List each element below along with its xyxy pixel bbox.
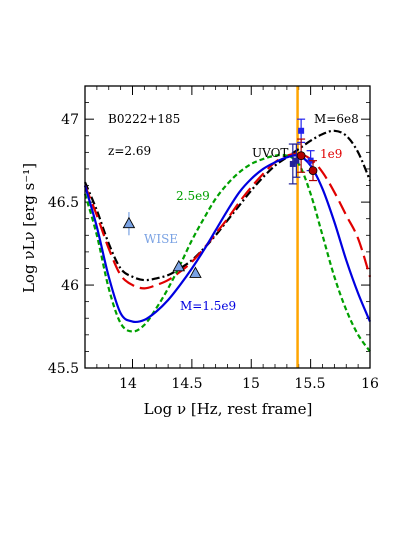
plot-frame bbox=[84, 85, 371, 369]
x-tick-label: 14 bbox=[119, 376, 137, 392]
x-axis-label: Log ν [Hz, rest frame] bbox=[144, 400, 313, 418]
x-tick-labels: 14 14.5 15 15.5 16 bbox=[119, 376, 379, 392]
uvot-point-circle bbox=[296, 151, 306, 161]
source-name-label: B0222+185 bbox=[108, 112, 180, 126]
x-tick-label: 16 bbox=[361, 376, 379, 392]
uvot-point-circle bbox=[308, 166, 318, 176]
uvot-label: UVOT bbox=[252, 146, 288, 160]
x-tick-label: 15.5 bbox=[294, 376, 325, 392]
x-tick-label: 15 bbox=[242, 376, 260, 392]
blue-curve-label: M=1.5e9 bbox=[180, 299, 236, 313]
model-curve-1e9 bbox=[83, 152, 372, 290]
black-curve-label: M=6e8 bbox=[314, 112, 359, 126]
uvot-point-square bbox=[289, 160, 296, 167]
model-curve-25e9 bbox=[83, 153, 371, 353]
y-tick-label: 47 bbox=[61, 112, 79, 128]
y-tick-label: 45.5 bbox=[48, 361, 79, 377]
wise-point bbox=[122, 216, 136, 229]
model-curve-m15e9 bbox=[83, 154, 372, 324]
wise-label: WISE bbox=[144, 232, 178, 246]
y-axis-label: Log νLν [erg s⁻¹] bbox=[20, 163, 38, 293]
wise-point bbox=[189, 266, 202, 278]
model-curve-m6e8 bbox=[83, 129, 372, 282]
x-tick-label: 14.5 bbox=[171, 376, 202, 392]
y-tick-label: 46 bbox=[61, 278, 79, 294]
red-curve-label: 1e9 bbox=[320, 147, 342, 161]
y-tick-label: 46.5 bbox=[48, 195, 79, 211]
y-tick-labels: 45.5 46 46.5 47 bbox=[48, 112, 79, 377]
green-curve-label: 2.5e9 bbox=[176, 189, 210, 203]
plot-area bbox=[83, 86, 372, 369]
redshift-label: z=2.69 bbox=[108, 144, 151, 158]
uvot-point-square bbox=[298, 127, 305, 134]
wise-point bbox=[172, 259, 186, 272]
uvot-point-square bbox=[293, 157, 300, 164]
